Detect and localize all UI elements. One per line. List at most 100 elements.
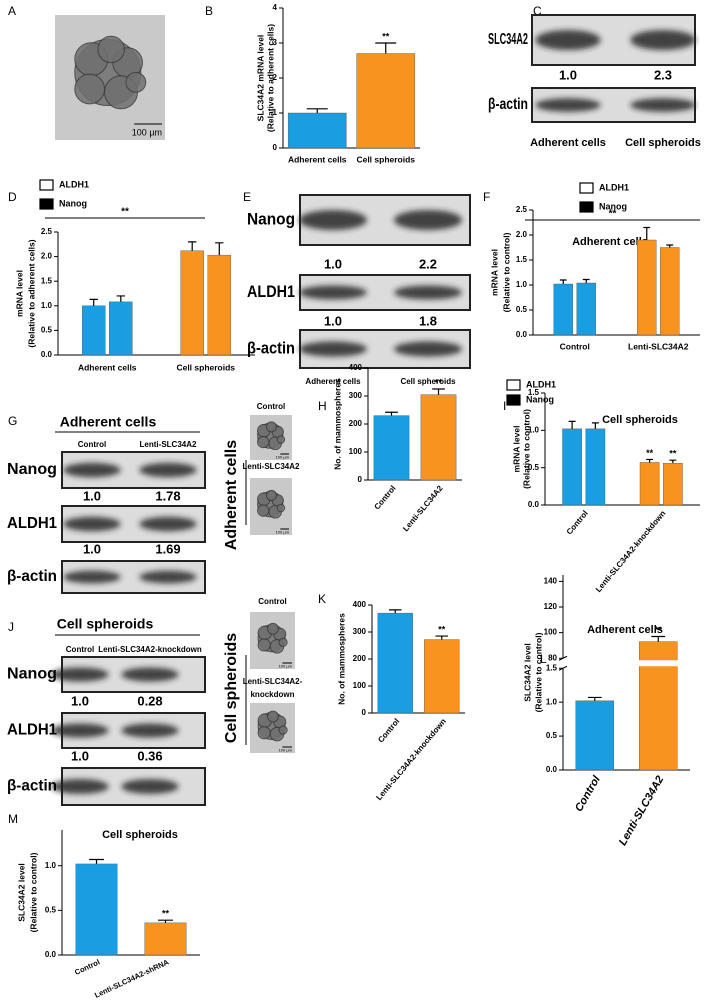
image-label: Control [258,597,286,606]
y-tick-label: 100 [353,681,367,690]
axis-break [564,660,690,667]
error-bar [669,459,677,464]
significance: ** [669,449,677,459]
significance: ** [609,209,617,220]
bar [81,305,106,356]
panel-label: D [8,190,17,204]
y-tick-label: 80 [548,653,557,662]
y-tick-label: 300 [353,627,367,636]
band [299,285,367,300]
quantification: 0.36 [137,748,162,763]
bar [420,394,457,481]
cell [265,489,277,501]
y-tick-label: 400 [353,600,367,609]
y-tick-label: 0.0 [41,350,53,359]
y-tick-label: 100 [544,628,558,637]
lane-label: Cell spheroids [625,137,701,149]
y-tick-label: 200 [353,654,367,663]
band [63,516,121,532]
y-tick-label: 0 [362,708,367,717]
bar [660,247,680,336]
band [394,210,462,230]
panel-label: B [205,4,213,18]
quantification: 1.0 [324,256,342,271]
y-tick-label: 1.0 [546,697,558,706]
significance: ** [435,377,443,387]
error-bar [385,411,398,416]
blot-label: ALDH1 [247,282,295,301]
bar [377,612,413,714]
scale-label: 100 µm [276,530,290,535]
band [394,285,462,300]
significance: ** [382,31,390,41]
bar [144,922,187,956]
y-tick-label: 1.5 [41,276,53,285]
error-bar [306,108,328,113]
cell [74,73,106,105]
cell [125,72,147,93]
y-tick-label: 300 [349,391,363,400]
quantification: 2.3 [654,67,672,82]
panel-label: I [503,399,506,413]
lane-label: Adherent cells [530,137,606,149]
y-tick-label: 200 [349,419,363,428]
x-tick-label: Adherent cells [288,154,347,164]
legend-swatch [579,201,594,213]
break-mark [558,655,568,661]
blot-label: β-actin [247,338,295,357]
bar [585,428,606,506]
x-tick-label: Cell spheroids [356,154,415,164]
band [63,570,121,584]
cell [276,503,286,513]
image-label: Lenti-SLC34A2 [243,462,300,471]
quantification: 1.0 [71,748,89,763]
significance: ** [438,624,446,634]
y-tick-label: 1.5 [546,663,558,672]
significance: ** [162,909,170,919]
bar [663,462,683,506]
significance: ** [121,207,129,218]
band [121,667,179,682]
error-bar [559,279,567,284]
x-tick-label: Cell spheroids [176,362,235,372]
y-tick-label: 1.5 [528,388,540,397]
y-axis-label: (Relative to control) [521,409,531,489]
blot-label: SLC34A2 [488,31,528,48]
error-bar [591,422,599,429]
y-tick-label: 0.0 [45,950,57,959]
break-mark [558,665,568,671]
y-axis-label: mRNA level [489,249,499,296]
error-bar [388,609,402,614]
error-bar [158,919,173,923]
blot-label: ALDH1 [7,515,57,532]
y-tick-label: 1.0 [516,280,528,289]
band [394,341,462,357]
bar [424,639,460,714]
y-tick-label: 140 [544,577,558,586]
quantification: 1.0 [83,541,101,556]
band [630,30,696,50]
bar [356,53,416,149]
cell [278,725,288,735]
panel-label: J [8,620,14,634]
error-bar [587,696,602,701]
y-tick-label: 1.0 [45,861,57,870]
error-bar [375,42,397,54]
legend-swatch [39,198,54,210]
y-tick-label: 2 [273,73,278,82]
band [63,462,121,478]
quantification: 1.8 [419,313,437,328]
image-label: Control [257,402,285,411]
scale-label: 100 µm [279,664,293,669]
bar [639,462,660,506]
side-label: Cell spheroids [223,633,240,743]
cell [265,421,277,433]
band [535,30,601,50]
panel-label: E [243,190,251,204]
bar [207,254,232,356]
cell [267,710,279,723]
blot-label: β-actin [7,568,57,585]
cell [278,637,288,647]
y-tick-label: 1 [273,108,278,117]
